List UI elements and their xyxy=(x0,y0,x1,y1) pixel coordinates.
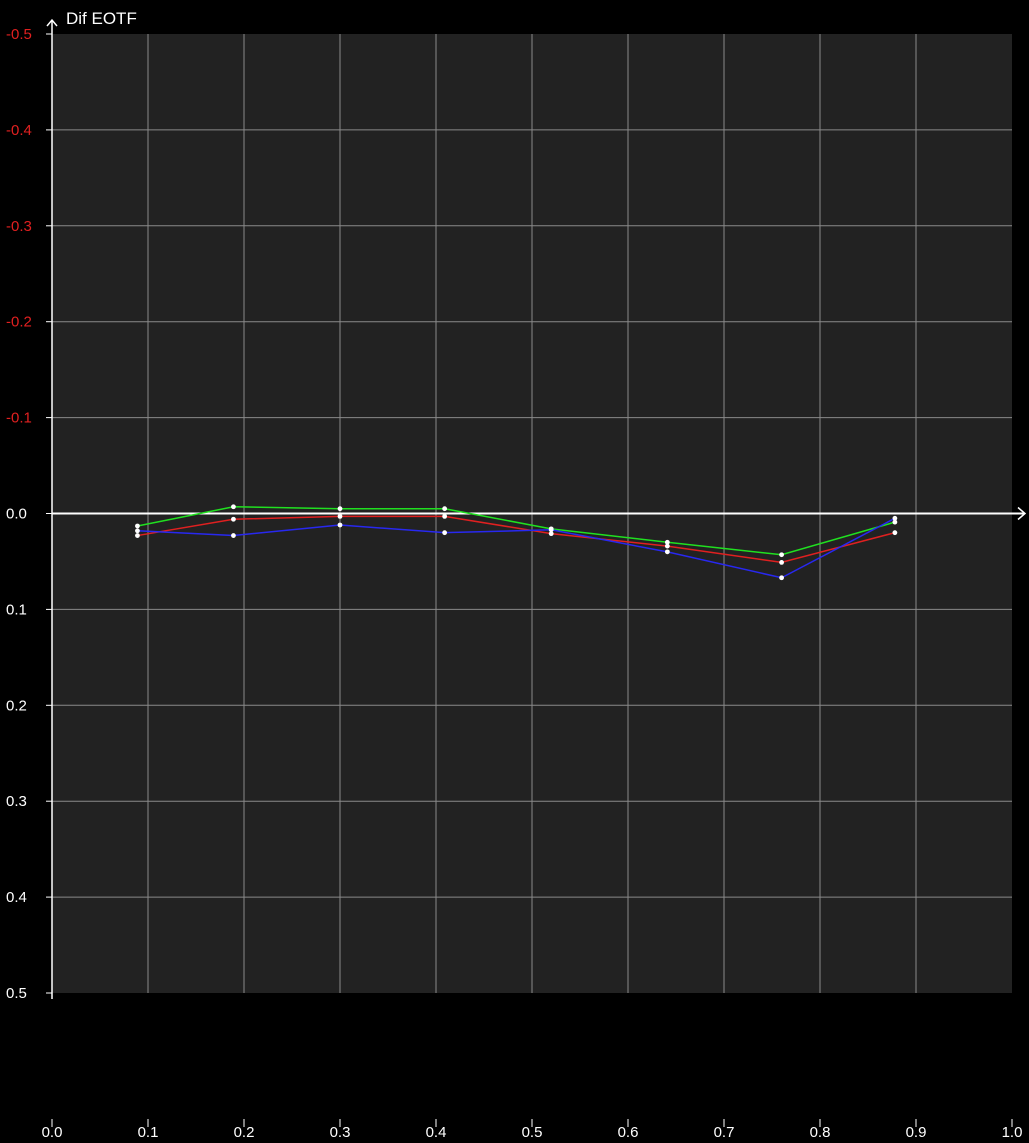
data-point xyxy=(779,552,784,558)
y-tick-labels: -0.5 -0.4 -0.3 -0.2 -0.1 0.0 0.1 0.2 0.3 0.4 0.5 xyxy=(6,26,52,1002)
data-point xyxy=(442,530,448,536)
y-tick-label: -0.5 xyxy=(6,26,32,43)
y-tick-label: 0.4 xyxy=(6,889,27,906)
data-point xyxy=(135,533,140,538)
data-point xyxy=(779,560,784,565)
y-axis-title: Dif EOTF xyxy=(66,9,137,28)
data-point xyxy=(442,513,448,519)
data-point xyxy=(135,523,140,529)
series-line xyxy=(137,517,896,579)
x-tick-label: 0.0 xyxy=(42,1124,63,1141)
x-tick-label: 0.4 xyxy=(426,1124,447,1141)
data-point xyxy=(664,543,670,549)
data-point xyxy=(892,519,898,525)
y-tick-label: 0.0 xyxy=(6,506,27,523)
x-tick-label: 0.8 xyxy=(810,1124,831,1141)
data-point xyxy=(779,575,784,581)
data-point xyxy=(442,506,448,512)
series-layer xyxy=(135,504,898,581)
data-point xyxy=(231,533,236,538)
x-tick-label: 0.3 xyxy=(330,1124,351,1141)
y-tick-label: 0.3 xyxy=(6,793,27,810)
x-tick-label: 0.9 xyxy=(906,1124,927,1141)
x-tick-label: 0.5 xyxy=(522,1124,543,1141)
y-tick-label: -0.3 xyxy=(6,218,32,235)
y-tick-label: -0.2 xyxy=(6,314,32,331)
data-point xyxy=(337,506,343,512)
axes xyxy=(46,18,1027,999)
y-tick-label: 0.1 xyxy=(6,601,27,618)
data-point xyxy=(548,527,554,533)
y-tick-label: -0.1 xyxy=(6,410,32,427)
series-line xyxy=(137,515,896,564)
data-point xyxy=(231,516,236,522)
data-point xyxy=(231,504,236,510)
x-tick-label: 0.2 xyxy=(234,1124,255,1141)
x-tick-labels: 0.0 0.1 0.2 0.3 0.4 0.5 0.6 0.7 0.8 0.9 1.0 xyxy=(42,1119,1023,1141)
x-tick-label: 1.0 xyxy=(1002,1124,1023,1141)
y-tick-label: -0.4 xyxy=(6,122,32,139)
x-tick-label: 0.6 xyxy=(618,1124,639,1141)
data-point xyxy=(664,539,670,545)
y-axis-arrow xyxy=(46,18,58,27)
data-point xyxy=(135,528,140,534)
data-point xyxy=(892,515,898,521)
data-point xyxy=(892,530,898,536)
y-tick-label: 0.5 xyxy=(6,985,27,1002)
series-line xyxy=(137,506,896,556)
data-point xyxy=(337,513,343,519)
x-tick-label: 0.7 xyxy=(714,1124,735,1141)
data-point xyxy=(337,522,343,528)
data-point xyxy=(548,531,554,537)
x-tick-label: 0.1 xyxy=(138,1124,159,1141)
x-axis-arrow xyxy=(1017,506,1027,521)
data-point xyxy=(664,549,670,555)
y-tick-label: 0.2 xyxy=(6,697,27,714)
